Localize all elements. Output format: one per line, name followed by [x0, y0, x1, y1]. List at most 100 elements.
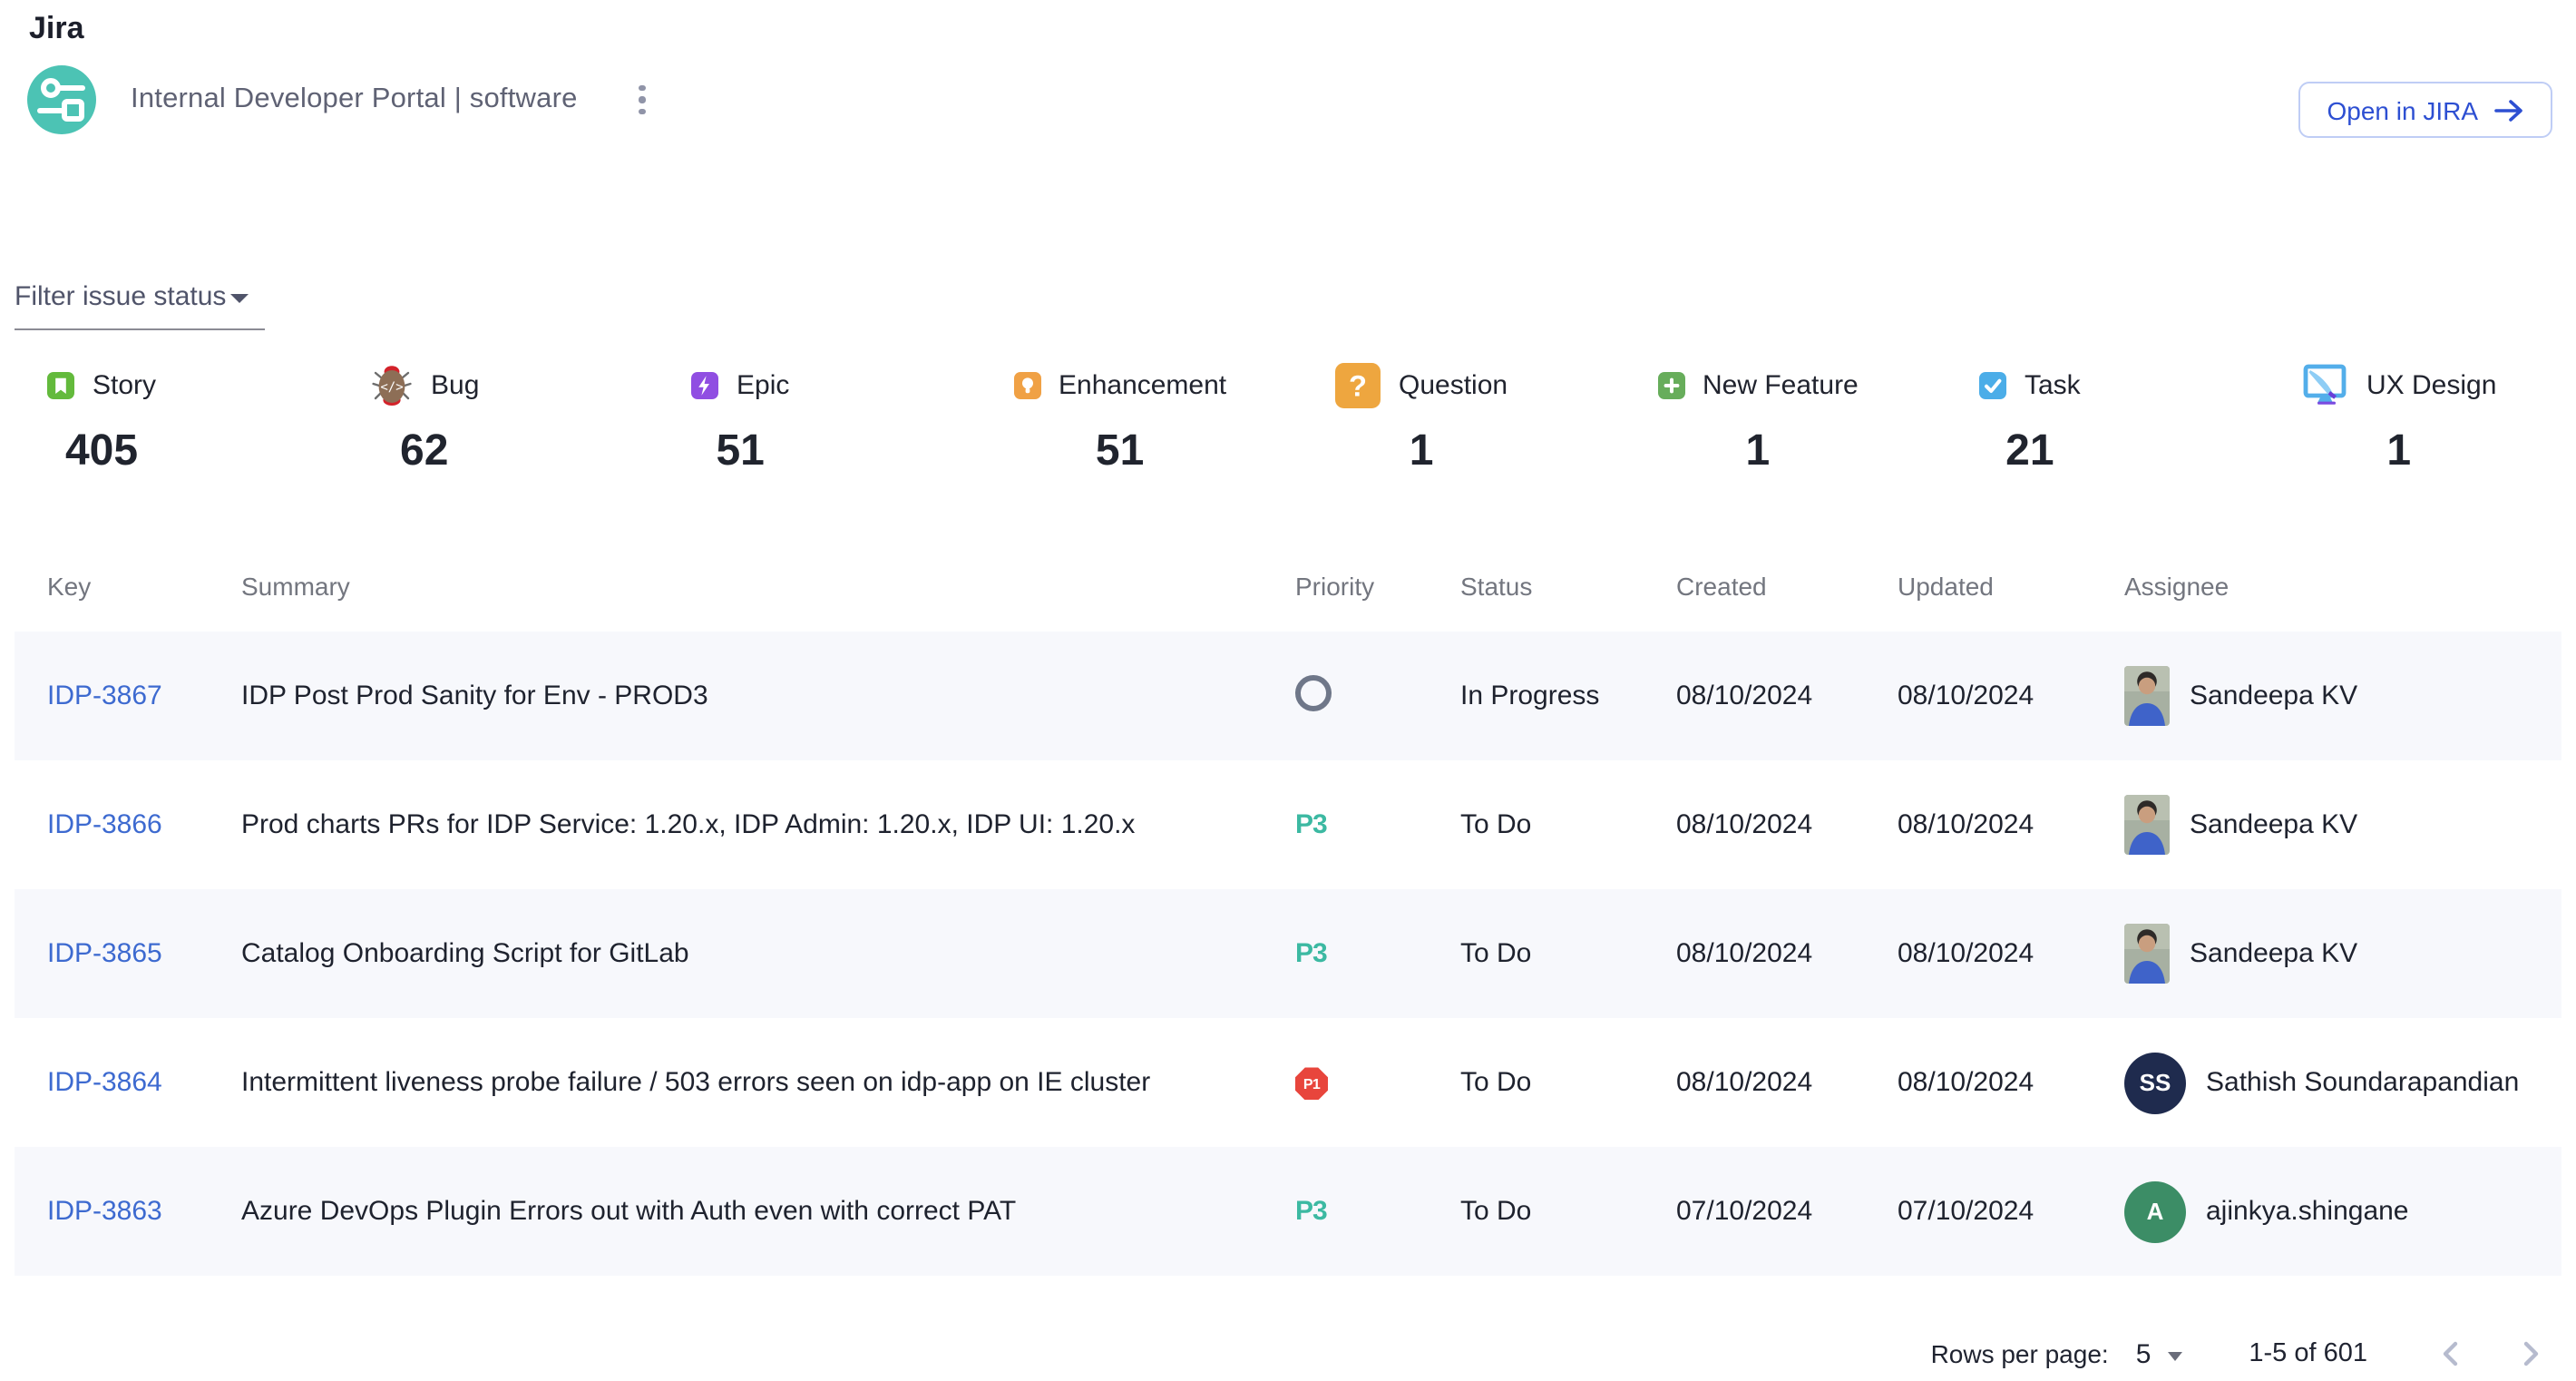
table-row: IDP-3866 Prod charts PRs for IDP Service:…: [15, 760, 2561, 889]
issue-type-label: Bug: [431, 369, 479, 400]
ux-design-icon: [2301, 361, 2348, 408]
avatar: [2124, 666, 2170, 726]
column-header-key: Key: [47, 572, 241, 601]
chevron-right-icon: [2513, 1336, 2549, 1372]
next-page-button[interactable]: [2509, 1332, 2552, 1376]
arrow-right-icon: [2494, 97, 2523, 122]
issue-type-label: Enhancement: [1059, 369, 1226, 400]
open-in-jira-button[interactable]: Open in JIRA: [2298, 82, 2552, 138]
issue-created-date: 08/10/2024: [1676, 1067, 1898, 1098]
table-body: IDP-3867 IDP Post Prod Sanity for Env - P…: [15, 632, 2561, 1276]
issue-type-label: New Feature: [1703, 369, 1859, 400]
issue-summary: Azure DevOps Plugin Errors out with Auth…: [241, 1196, 1295, 1227]
issue-type-counter: UX Design 1: [2254, 357, 2576, 477]
jira-plugin-card: Jira Internal Developer Portal | softwar…: [0, 0, 2576, 1381]
project-subtitle: Internal Developer Portal | software: [131, 83, 578, 116]
issue-summary: IDP Post Prod Sanity for Env - PROD3: [241, 681, 1295, 711]
issue-type-label: Epic: [737, 369, 789, 400]
open-in-jira-label: Open in JIRA: [2327, 95, 2478, 124]
issue-summary: Catalog Onboarding Script for GitLab: [241, 938, 1295, 969]
issue-type-count: 62: [369, 426, 479, 477]
enhancement-icon: [1013, 371, 1040, 398]
assignee-name: Sathish Soundarapandian: [2206, 1067, 2519, 1098]
column-header-assignee: Assignee: [2124, 572, 2561, 601]
chevron-down-icon: [2167, 1351, 2181, 1360]
issue-key-link[interactable]: IDP-3867: [47, 681, 162, 711]
issue-type-label: Story: [93, 369, 156, 400]
issue-type-counters: Story405 </> Bug 62 Epic 51 Enhancement 51? Ques…: [0, 357, 2576, 477]
issue-key-link[interactable]: IDP-3865: [47, 938, 162, 969]
avatar: [2124, 795, 2170, 855]
column-header-created: Created: [1676, 572, 1898, 601]
column-header-summary: Summary: [241, 572, 1295, 601]
issue-type-count: 1: [1657, 426, 1859, 477]
issue-status: To Do: [1460, 809, 1676, 840]
column-header-priority: Priority: [1295, 572, 1460, 601]
priority-p3-label: P3: [1295, 938, 1327, 969]
issue-summary: Intermittent liveness probe failure / 50…: [241, 1067, 1295, 1098]
rows-per-page-label: Rows per page:: [1931, 1339, 2109, 1368]
column-header-status: Status: [1460, 572, 1676, 601]
pagination-range: 1-5 of 601: [2249, 1339, 2367, 1368]
question-icon: ?: [1335, 362, 1381, 407]
table-row: IDP-3863 Azure DevOps Plugin Errors out w…: [15, 1147, 2561, 1276]
issue-type-label: UX Design: [2366, 369, 2496, 400]
task-icon: [1979, 371, 2006, 398]
issue-created-date: 07/10/2024: [1676, 1196, 1898, 1227]
issue-type-count: 1: [2301, 426, 2496, 477]
issue-updated-date: 08/10/2024: [1898, 938, 2124, 969]
issue-type-count: 51: [691, 426, 789, 477]
rows-per-page-select[interactable]: 5: [2136, 1338, 2182, 1369]
issue-key-link[interactable]: IDP-3863: [47, 1196, 162, 1227]
issue-created-date: 08/10/2024: [1676, 681, 1898, 711]
issue-status: In Progress: [1460, 681, 1676, 711]
table-row: IDP-3867 IDP Post Prod Sanity for Env - P…: [15, 632, 2561, 760]
avatar: [2124, 924, 2170, 984]
priority-p1-icon: P1: [1295, 1068, 1328, 1101]
new-feature-icon: [1657, 371, 1684, 398]
issue-type-counter: Enhancement 51: [966, 357, 1288, 477]
issue-updated-date: 08/10/2024: [1898, 681, 2124, 711]
table-header-row: Key Summary Priority Status Created Upda…: [15, 568, 2561, 604]
issue-type-counter: New Feature 1: [1610, 357, 1932, 477]
page-title: Jira: [29, 11, 84, 47]
table-row: IDP-3864 Intermittent liveness probe fail…: [15, 1018, 2561, 1147]
issue-created-date: 08/10/2024: [1676, 938, 1898, 969]
issue-type-counter: Epic 51: [644, 357, 966, 477]
issue-status: To Do: [1460, 1196, 1676, 1227]
issue-updated-date: 08/10/2024: [1898, 1067, 2124, 1098]
issue-type-counter: </> Bug 62: [322, 357, 644, 477]
more-options-icon[interactable]: [632, 78, 653, 122]
svg-text:?: ?: [1349, 368, 1367, 402]
issue-summary: Prod charts PRs for IDP Service: 1.20.x,…: [241, 809, 1295, 840]
table-row: IDP-3865 Catalog Onboarding Script for Gi…: [15, 889, 2561, 1018]
issue-type-count: 1: [1335, 426, 1508, 477]
issue-type-counter: ? Question 1: [1288, 357, 1610, 477]
filter-issue-status-select[interactable]: Filter issue status: [15, 278, 265, 330]
issue-type-label: Question: [1399, 369, 1508, 400]
chevron-down-icon: [229, 294, 248, 303]
chevron-left-icon: [2433, 1336, 2469, 1372]
svg-text:</>: </>: [379, 379, 402, 394]
issue-type-counter: Task21: [1932, 357, 2254, 477]
previous-page-button[interactable]: [2429, 1332, 2473, 1376]
issue-key-link[interactable]: IDP-3864: [47, 1067, 162, 1098]
filter-issue-status-label: Filter issue status: [15, 281, 226, 312]
rows-per-page-value: 5: [2136, 1338, 2152, 1369]
issue-created-date: 08/10/2024: [1676, 809, 1898, 840]
issues-table: Key Summary Priority Status Created Upda…: [15, 568, 2561, 1276]
assignee-name: Sandeepa KV: [2190, 938, 2357, 969]
assignee-name: ajinkya.shingane: [2206, 1196, 2409, 1227]
card-header: Internal Developer Portal | software: [27, 65, 653, 134]
column-header-updated: Updated: [1898, 572, 2124, 601]
issue-status: To Do: [1460, 938, 1676, 969]
story-icon: [47, 371, 74, 398]
assignee-name: Sandeepa KV: [2190, 681, 2357, 711]
priority-p3-label: P3: [1295, 809, 1327, 840]
jira-project-avatar: [27, 65, 96, 134]
issue-type-counter: Story405: [0, 357, 322, 477]
pagination-footer: Rows per page: 5 1-5 of 601: [1931, 1327, 2552, 1381]
issue-key-link[interactable]: IDP-3866: [47, 809, 162, 840]
issue-type-count: 21: [1979, 426, 2081, 477]
issue-type-count: 51: [1013, 426, 1226, 477]
